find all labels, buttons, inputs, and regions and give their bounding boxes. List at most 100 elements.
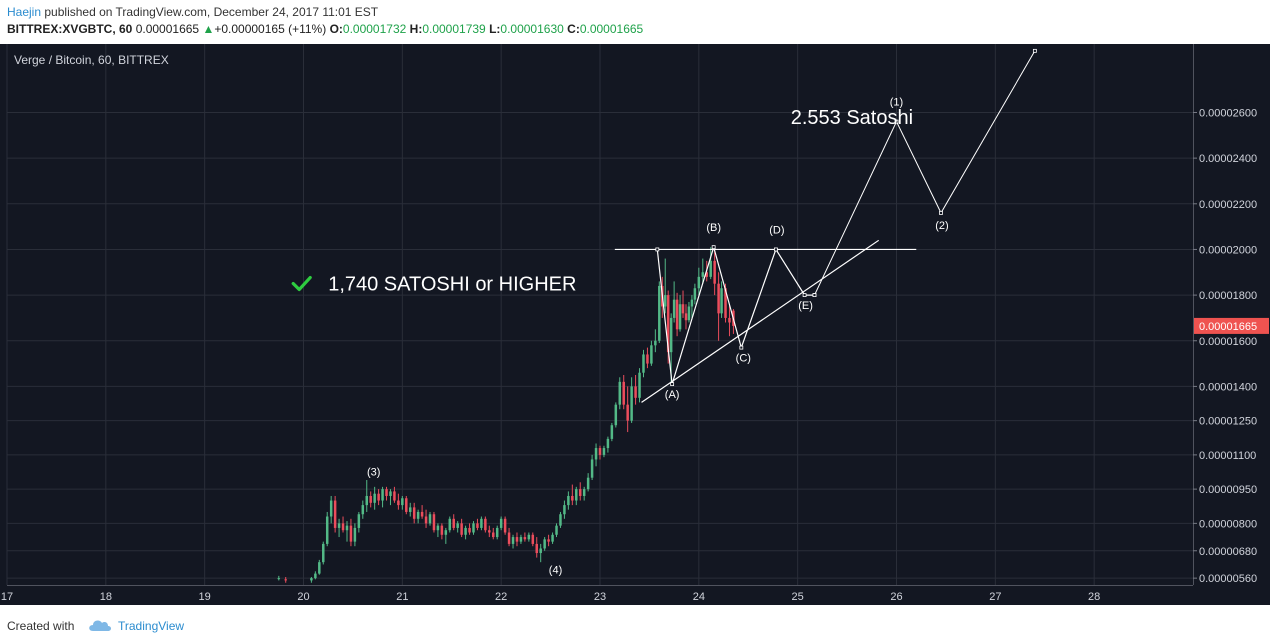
chart-area[interactable]: 0.00002600 0.00002400 0.00002200 0.00002000… xyxy=(0,44,1270,605)
time-tick-label: 18 xyxy=(100,591,112,603)
candle-down xyxy=(424,516,428,524)
candle-up xyxy=(594,448,598,460)
candle-down xyxy=(622,381,625,405)
candle-up xyxy=(480,518,483,528)
candle-up xyxy=(720,288,723,314)
wave-anchor-point xyxy=(739,345,744,350)
price-tick-label: 0.00000560 xyxy=(1199,573,1257,585)
candle-up xyxy=(618,381,622,405)
candle-up xyxy=(575,489,578,501)
candle-down xyxy=(333,500,337,528)
chart-title: Verge / Bitcoin, 60, BITTREX xyxy=(14,53,169,67)
time-tick-label: 25 xyxy=(792,591,804,603)
candle-down xyxy=(468,527,471,533)
price-tick-label: 0.00000950 xyxy=(1199,484,1257,496)
time-axis[interactable]: 17 18 19 20 21 22 23 24 25 26 27 28 xyxy=(1,585,1193,604)
candle-down xyxy=(507,532,511,544)
candle-up xyxy=(329,500,333,517)
candle-up xyxy=(606,438,610,449)
wave-label: (3) xyxy=(367,466,380,478)
triangle-lower-trendline xyxy=(641,239,880,403)
candle-down xyxy=(492,532,495,538)
candle-up xyxy=(654,340,657,346)
candle-up xyxy=(361,505,365,515)
candle-down xyxy=(420,511,424,517)
candle-down xyxy=(646,354,649,364)
candle-up xyxy=(582,489,586,496)
price-tick-label: 0.00002600 xyxy=(1199,107,1257,119)
wave-anchor-point xyxy=(802,293,807,297)
candle-up xyxy=(551,534,554,542)
chart-header: Haejin published on TradingView.com, Dec… xyxy=(0,0,1270,44)
last-price-badge xyxy=(1194,317,1269,334)
candle-up xyxy=(642,354,645,373)
symbol-name: BITTREX:XVGBTC, 60 xyxy=(7,22,133,36)
candle-up xyxy=(687,306,691,321)
candle-up xyxy=(701,272,705,277)
open-label: O: xyxy=(329,22,343,36)
candle-down xyxy=(349,525,353,542)
symbol-line: BITTREX:XVGBTC, 60 0.00001665 ▲+0.000001… xyxy=(7,22,643,36)
candle-up xyxy=(499,518,503,528)
candle-up xyxy=(365,495,369,506)
wave-label: (4) xyxy=(549,565,562,577)
candle-down xyxy=(412,507,416,519)
candle-up xyxy=(373,493,376,503)
target-annotation: 2.553 Satoshi xyxy=(791,107,913,129)
candle-up xyxy=(610,425,614,439)
wave-anchor-point xyxy=(774,247,778,252)
author-link[interactable]: Haejin xyxy=(7,5,42,19)
candle-down xyxy=(535,543,538,554)
wave-label: (2) xyxy=(935,220,948,232)
candle-up xyxy=(563,505,566,515)
tradingview-cloud-icon[interactable] xyxy=(87,617,113,633)
candle-up xyxy=(456,523,459,528)
wave-label: (D) xyxy=(769,224,784,236)
candle-down xyxy=(666,295,670,353)
price-chart[interactable]: 0.00002600 0.00002400 0.00002200 0.00002000… xyxy=(0,44,1270,605)
price-tick-label: 0.00001600 xyxy=(1199,336,1257,348)
candle-down xyxy=(728,317,731,323)
price-tick-label: 0.00000800 xyxy=(1199,518,1257,530)
candle-down xyxy=(369,495,372,503)
candle-up xyxy=(690,299,694,307)
candle-down xyxy=(503,518,507,533)
price-tick-label: 0.00001400 xyxy=(1199,381,1257,393)
candle-up xyxy=(436,525,440,531)
time-tick-label: 27 xyxy=(989,591,1001,603)
price-tick-label: 0.00002000 xyxy=(1199,244,1257,256)
candle-up xyxy=(663,295,667,307)
candle-up xyxy=(277,578,281,580)
footer: Created with TradingView xyxy=(0,605,1270,643)
checkmark-icon xyxy=(291,275,312,292)
candle-up xyxy=(669,317,673,353)
high-value: 0.00001739 xyxy=(422,22,486,36)
low-value: 0.00001630 xyxy=(500,22,564,36)
tradingview-link[interactable]: TradingView xyxy=(118,619,185,633)
candle-up xyxy=(389,491,392,496)
grid-lines xyxy=(6,44,1193,585)
candle-down xyxy=(284,579,287,581)
wave-label: (E) xyxy=(798,300,813,312)
candle-down xyxy=(705,272,708,277)
candle-up xyxy=(472,523,475,533)
candle-down xyxy=(484,518,487,531)
candle-up xyxy=(416,511,420,519)
candle-up xyxy=(401,498,404,506)
candle-up xyxy=(638,372,641,398)
candle-up xyxy=(511,537,515,544)
candle-down xyxy=(488,530,491,533)
price-tick-label: 0.00001250 xyxy=(1199,416,1257,428)
candle-down xyxy=(397,500,400,506)
candle-up xyxy=(555,525,558,535)
wave-anchor-point xyxy=(939,211,943,215)
publish-line: Haejin published on TradingView.com, Dec… xyxy=(7,5,378,19)
price-tick-label: 0.00001800 xyxy=(1199,290,1257,302)
candle-down xyxy=(440,525,444,535)
high-label: H: xyxy=(409,22,423,36)
projected-wave-path xyxy=(814,50,1036,296)
candle-up xyxy=(590,459,594,478)
publish-info: published on TradingView.com, December 2… xyxy=(44,5,379,19)
close-label: C: xyxy=(567,22,580,36)
time-tick-label: 20 xyxy=(297,591,309,603)
